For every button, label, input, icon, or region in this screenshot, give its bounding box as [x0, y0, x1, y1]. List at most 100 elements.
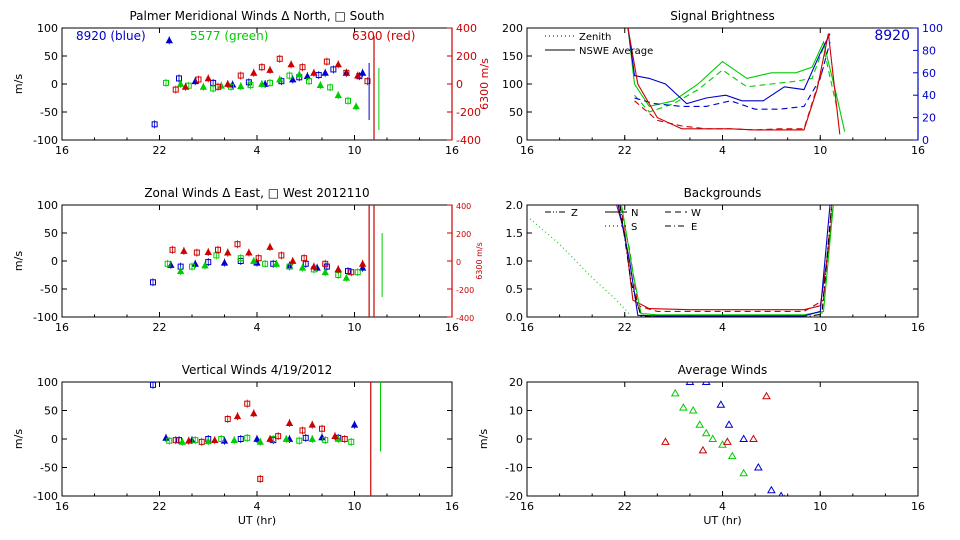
- right-y-tick-label: -400: [456, 134, 481, 147]
- y-axis-label: m/s: [12, 74, 25, 94]
- x-tick-label: 4: [719, 500, 726, 513]
- legend-label: Zenith: [579, 32, 611, 43]
- y-tick-label: 1.5: [506, 227, 524, 240]
- y-tick-label: 50: [44, 405, 58, 418]
- plot-area: [527, 205, 834, 317]
- legend-label: W: [691, 208, 701, 219]
- y-tick-label: 10: [509, 405, 523, 418]
- y-axis-label: m/s: [12, 429, 25, 449]
- x-tick-label: 16: [445, 500, 459, 513]
- x-tick-label: 10: [348, 144, 362, 157]
- x-tick-label: 16: [55, 144, 69, 157]
- chart-title: Palmer Meridional Winds Δ North, □ South: [129, 9, 384, 23]
- legend-label: S: [631, 222, 637, 233]
- legend-label: N: [631, 208, 638, 219]
- right-y-tick-label: 200: [456, 50, 477, 63]
- x-tick-label: 16: [445, 321, 459, 334]
- right-y-tick-label: 400: [456, 22, 477, 35]
- axes-frame: [526, 381, 919, 497]
- legend-label: E: [691, 222, 697, 233]
- right-y-tick-label: 200: [456, 230, 471, 239]
- y-tick-label: -20: [505, 490, 523, 503]
- y-tick-label: 0.0: [506, 311, 524, 324]
- plot-area: [150, 382, 381, 496]
- right-y-tick-label: -200: [456, 106, 481, 119]
- y-tick-label: 0: [51, 433, 58, 446]
- right-y-tick-label: -400: [456, 314, 474, 323]
- x-tick-label: 16: [520, 144, 534, 157]
- x-tick-label: 16: [520, 500, 534, 513]
- right-axis-label: 6300 m/s: [478, 58, 491, 110]
- y-tick-label: 0: [51, 255, 58, 268]
- y-tick-label: 2.0: [506, 199, 524, 212]
- right-y-tick-label: 0: [922, 134, 929, 147]
- x-axis-label: UT (hr): [703, 514, 741, 527]
- y-axis-label: m/s: [12, 251, 25, 271]
- right-y-tick-label: 40: [922, 89, 936, 102]
- data-point: [749, 434, 758, 442]
- axes-frame: [526, 204, 919, 318]
- data-point: [716, 400, 726, 408]
- y-tick-label: 0: [51, 78, 58, 91]
- y-tick-label: 50: [509, 106, 523, 119]
- series-line: [627, 28, 846, 132]
- y-tick-label: -100: [33, 311, 58, 324]
- x-tick-label: 10: [813, 500, 827, 513]
- legend-label: NSWE Average: [579, 46, 653, 57]
- series-line: [527, 215, 631, 315]
- x-tick-label: 4: [254, 144, 261, 157]
- chart-title: Signal Brightness: [670, 9, 775, 23]
- chart-title: Zonal Winds Δ East, □ West 2012110: [144, 186, 369, 200]
- axes-frame: [61, 27, 453, 141]
- x-tick-label: 10: [348, 321, 362, 334]
- data-point: [679, 403, 688, 411]
- data-point: [698, 445, 708, 454]
- panel-zonal: Zonal Winds Δ East, □ West 2012110 16 22 4 1…: [12, 186, 484, 334]
- x-tick-label: 22: [618, 500, 632, 513]
- y-tick-label: 1.0: [506, 255, 524, 268]
- x-tick-label: 16: [55, 321, 69, 334]
- right-y-tick-label: 80: [922, 44, 936, 57]
- right-y-tick-label: 400: [456, 202, 471, 211]
- data-point: [727, 451, 737, 460]
- data-point: [670, 388, 680, 397]
- data-point: [762, 391, 771, 400]
- legend-annotation-2: 6300 (red): [352, 29, 415, 43]
- series-line: [634, 45, 838, 113]
- x-tick-label: 22: [153, 144, 167, 157]
- x-tick-label: 16: [55, 500, 69, 513]
- data-point: [778, 491, 784, 496]
- y-tick-label: -50: [40, 283, 58, 296]
- right-y-tick-label: 0: [456, 78, 463, 91]
- right-axis-label: 6300 m/s: [475, 242, 484, 280]
- y-tick-label: -50: [40, 462, 58, 475]
- x-tick-label: 16: [445, 144, 459, 157]
- legend-label: Z: [571, 208, 578, 219]
- right-y-tick-label: 0: [456, 258, 461, 267]
- axes-frame: [526, 27, 919, 141]
- right-y-tick-label: 100: [922, 22, 943, 35]
- x-tick-label: 22: [153, 500, 167, 513]
- y-tick-label: 100: [502, 78, 523, 91]
- y-tick-label: -100: [33, 134, 58, 147]
- x-tick-label: 4: [254, 500, 261, 513]
- y-tick-label: 50: [44, 227, 58, 240]
- right-y-tick-label: 60: [922, 67, 936, 80]
- x-tick-label: 16: [911, 500, 925, 513]
- data-point: [701, 382, 711, 385]
- series-line: [616, 205, 834, 311]
- series-line: [627, 28, 841, 135]
- x-tick-label: 22: [618, 144, 632, 157]
- y-tick-label: -50: [40, 106, 58, 119]
- chart-title: Backgrounds: [684, 186, 762, 200]
- y-tick-label: 100: [37, 376, 58, 389]
- series-line: [617, 205, 831, 317]
- x-tick-label: 4: [719, 321, 726, 334]
- y-tick-label: 50: [44, 50, 58, 63]
- series-line: [619, 205, 833, 312]
- data-point: [767, 485, 776, 494]
- data-point: [724, 420, 734, 428]
- y-tick-label: 150: [502, 50, 523, 63]
